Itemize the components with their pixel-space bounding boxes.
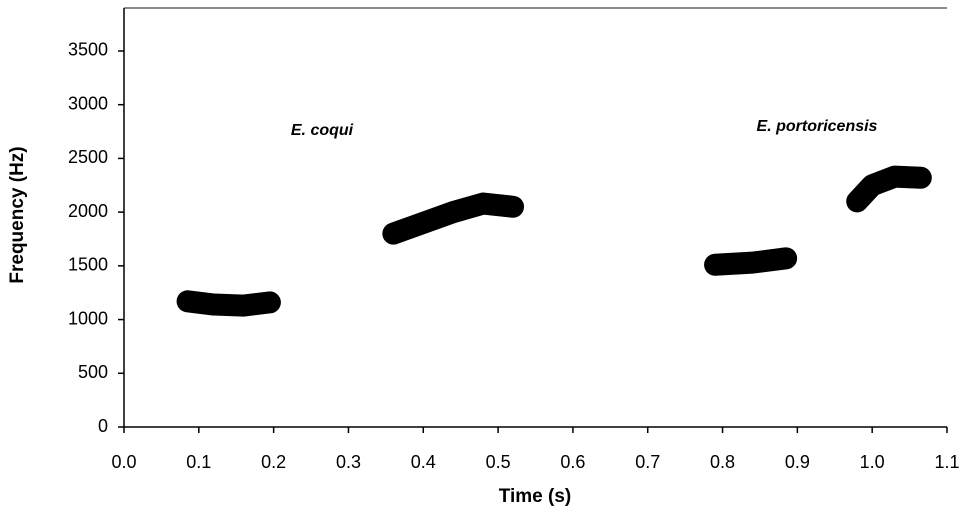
x-tick-label: 0.2	[261, 452, 286, 472]
x-tick-label: 0.7	[635, 452, 660, 472]
y-tick-label: 1000	[68, 308, 108, 328]
x-tick-label: 1.0	[860, 452, 885, 472]
x-tick-label: 0.8	[710, 452, 735, 472]
x-axis-label: Time (s)	[499, 486, 572, 507]
y-tick-label: 500	[78, 362, 108, 382]
y-tick-label: 2000	[68, 201, 108, 221]
x-tick-label: 0.6	[560, 452, 585, 472]
call-note	[382, 192, 525, 245]
x-tick-label: 0.4	[411, 452, 436, 472]
y-tick-label: 3500	[68, 40, 108, 60]
x-tick-label: 0.0	[111, 452, 136, 472]
x-tick-label: 0.3	[336, 452, 361, 472]
call-note	[176, 290, 281, 317]
annotation: E. coqui	[291, 122, 354, 139]
x-tick-label: 0.5	[486, 452, 511, 472]
y-axis-label: Frequency (Hz)	[7, 146, 28, 283]
call-note	[704, 247, 798, 276]
y-tick-label: 2500	[68, 147, 108, 167]
x-tick-label: 0.1	[186, 452, 211, 472]
x-tick-label: 1.1	[934, 452, 959, 472]
y-tick-label: 3000	[68, 93, 108, 113]
y-tick-label: 1500	[68, 255, 108, 275]
annotation: E. portoricensis	[757, 118, 878, 135]
x-tick-label: 0.9	[785, 452, 810, 472]
y-tick-label: 0	[98, 416, 108, 436]
call-note	[846, 165, 932, 213]
